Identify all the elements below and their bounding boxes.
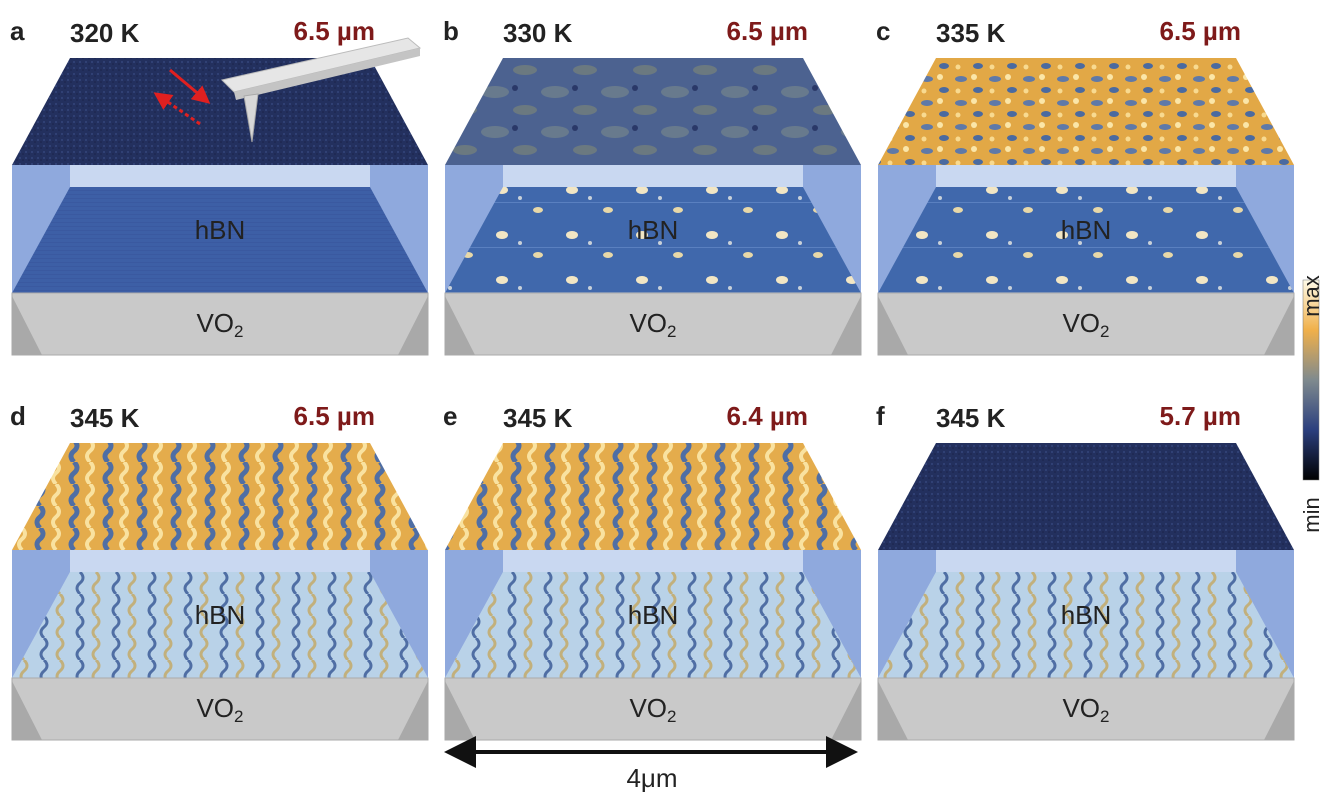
panel: d 345 K 6.5 µm hBN VO2 [10, 401, 428, 740]
box-back [503, 550, 803, 572]
box-back [936, 550, 1236, 572]
hbn-label: hBN [195, 215, 246, 245]
panels: a320 K6.5 µmhBNVO2b330 K6.5 µmhBNVO2c335… [10, 16, 1294, 740]
colorbar-max: max [1299, 275, 1324, 317]
wavelength: 6.5 µm [294, 401, 375, 431]
box-back [70, 165, 370, 187]
nearfield-map [12, 443, 428, 550]
panel: f 345 K 5.7 µm hBN VO2 [876, 401, 1294, 740]
wavelength: 6.5 µm [1160, 16, 1241, 46]
wavelength: 6.5 µm [294, 16, 375, 46]
nearfield-map [445, 443, 861, 550]
hbn-label: hBN [195, 600, 246, 630]
temperature: 320 K [70, 18, 140, 48]
vo2-subscript: 2 [1100, 707, 1109, 726]
figure: a320 K6.5 µmhBNVO2b330 K6.5 µmhBNVO2c335… [0, 0, 1325, 796]
vo2-formula: VO [1062, 693, 1100, 723]
vo2-formula: VO [1062, 308, 1100, 338]
temperature: 345 K [936, 403, 1006, 433]
panel: e 345 K 6.4 µm hBN VO2 [443, 401, 861, 740]
hbn-label: hBN [628, 600, 679, 630]
temperature: 345 K [70, 403, 140, 433]
panel-letter: d [10, 401, 26, 431]
nearfield-map [878, 443, 1294, 550]
temperature: 345 K [503, 403, 573, 433]
hbn-label: hBN [1061, 215, 1112, 245]
vo2-formula: VO [629, 693, 667, 723]
wavelength: 6.5 µm [727, 16, 808, 46]
temperature: 335 K [936, 18, 1006, 48]
scale-label: 4μm [626, 763, 677, 793]
box-back [70, 550, 370, 572]
vo2-subscript: 2 [234, 322, 243, 341]
box-back [503, 165, 803, 187]
panel-letter: b [443, 16, 459, 46]
panel: a 320 K 6.5 µm hBN VO2 [10, 16, 428, 355]
nearfield-map [12, 58, 428, 165]
wavelength: 5.7 µm [1160, 401, 1241, 431]
colorbar-min: min [1299, 497, 1324, 532]
panel-letter: a [10, 16, 25, 46]
hbn-label: hBN [628, 215, 679, 245]
vo2-subscript: 2 [667, 322, 676, 341]
vo2-subscript: 2 [1100, 322, 1109, 341]
wavelength: 6.4 µm [727, 401, 808, 431]
box-back [936, 165, 1236, 187]
hbn-label: hBN [1061, 600, 1112, 630]
panel: c 335 K 6.5 µm hBN VO2 [876, 16, 1294, 355]
temperature: 330 K [503, 18, 573, 48]
panel-letter: e [443, 401, 457, 431]
nearfield-map [445, 58, 861, 165]
vo2-formula: VO [196, 693, 234, 723]
vo2-subscript: 2 [667, 707, 676, 726]
nearfield-map [878, 58, 1294, 165]
panel: b 330 K 6.5 µm hBN VO2 [443, 16, 861, 355]
panel-letter: f [876, 401, 885, 431]
vo2-formula: VO [196, 308, 234, 338]
vo2-subscript: 2 [234, 707, 243, 726]
vo2-formula: VO [629, 308, 667, 338]
panel-letter: c [876, 16, 890, 46]
